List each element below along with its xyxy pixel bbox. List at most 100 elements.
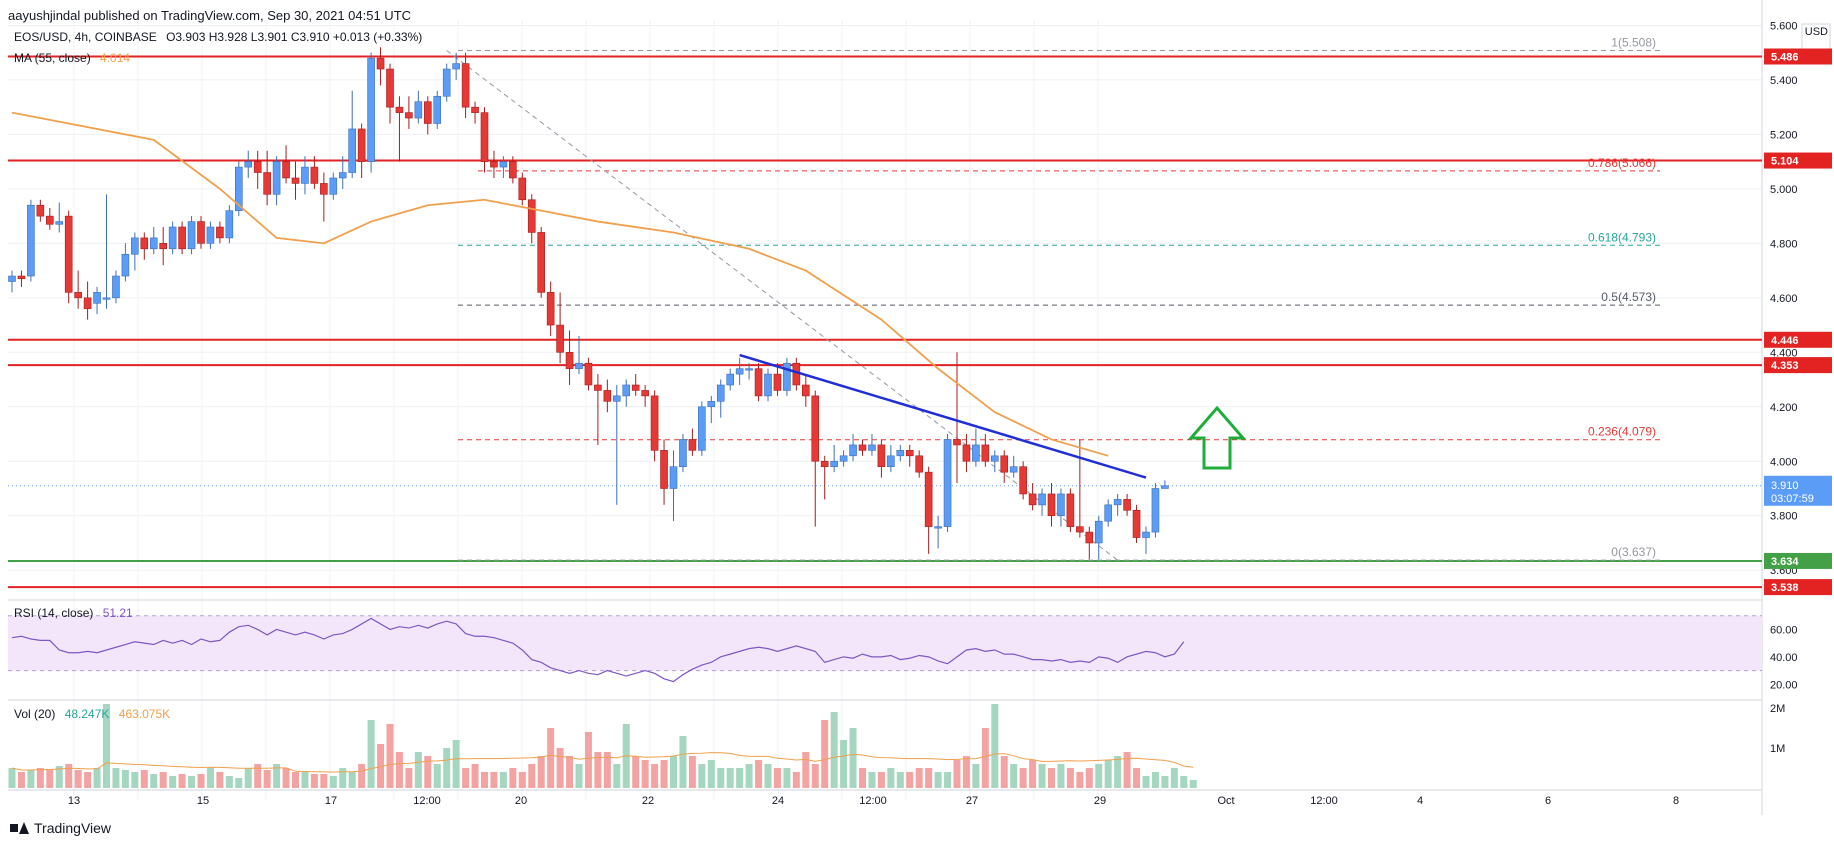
volume-bar (962, 756, 970, 788)
price-axis: USD5.6005.4005.2005.0004.8004.6004.4004.… (1764, 20, 1832, 596)
volume-bar (93, 768, 101, 788)
candle-body (754, 368, 763, 397)
volume-bar (414, 752, 422, 788)
vol-legend: Vol (20) 48.247K 463.075K (14, 707, 170, 721)
candle-body (1038, 493, 1046, 506)
time-tick: 15 (197, 795, 209, 807)
candle-body (1151, 488, 1160, 533)
time-axis: 13 15 17 12:00 20 22 24 12:00 27 29 Oct 12:00 4 6 8 (68, 795, 1679, 807)
volume-bar (367, 720, 375, 788)
volume-bar (386, 724, 394, 788)
volume-bar (1048, 768, 1055, 788)
tradingview-logo-icon (10, 822, 29, 834)
current-price-countdown: 03:07:59 (1771, 493, 1814, 505)
candle-body (943, 439, 952, 527)
volume-bar (1180, 776, 1188, 788)
time-tick: 20 (515, 795, 527, 807)
volume-bar (1104, 760, 1112, 788)
volume-bar (358, 764, 366, 788)
time-tick: 22 (642, 795, 654, 807)
candle-body (565, 352, 574, 369)
candle-body (594, 384, 602, 391)
time-tick: 24 (772, 795, 784, 807)
volume-bar (424, 756, 432, 788)
volume-bar (953, 760, 961, 788)
candle-body (131, 237, 139, 255)
candle-body (830, 460, 838, 468)
candle-body (868, 444, 876, 451)
volume-bar (906, 772, 914, 788)
rsi-tick: 40.00 (1770, 652, 1798, 664)
volume-bar (688, 756, 696, 788)
current-price-badge (1764, 475, 1832, 506)
volume-bar (244, 768, 252, 788)
volume-bar (915, 768, 923, 788)
candle-body (36, 204, 45, 217)
volume-bar (537, 756, 545, 788)
candle-body (348, 128, 357, 173)
volume-bar (1095, 764, 1103, 788)
volume-bar (868, 772, 876, 788)
volume-bar (225, 776, 233, 788)
volume-bar (443, 748, 451, 788)
candle-body (537, 232, 546, 293)
candle-body (556, 324, 564, 353)
volume-bar (981, 728, 989, 788)
publish-info: aayushjindal published on TradingView.co… (8, 8, 412, 23)
candle-body (395, 106, 404, 113)
tradingview-logo[interactable]: TradingView (10, 820, 111, 836)
candle-body (216, 226, 224, 239)
candle-body (981, 444, 990, 462)
candle-body (83, 297, 92, 310)
candle-body (159, 243, 167, 250)
price-badge-label: 5.486 (1771, 51, 1799, 63)
volume-bar (159, 772, 167, 788)
volume-bar (1114, 756, 1122, 788)
candle-body (641, 390, 649, 397)
candle-body (244, 161, 253, 168)
price-badge (1764, 48, 1832, 65)
candle-body (1076, 526, 1084, 533)
ohlc-values: O3.903 H3.928 L3.901 C3.910 +0.013 (+0.3… (166, 30, 423, 44)
rsi-pane: 60.00 40.00 20.00 (8, 615, 1798, 691)
volume-bar (1000, 756, 1008, 788)
candle-body (1094, 520, 1103, 544)
volume-bar (1151, 772, 1159, 788)
rsi-line (11, 617, 1185, 683)
candle-body (291, 177, 300, 184)
rsi-band (8, 615, 1762, 671)
volume-bar (575, 764, 583, 788)
candle-body (235, 166, 243, 211)
candle-body (480, 112, 489, 162)
candle-body (1066, 493, 1075, 527)
volume-bar (877, 772, 885, 788)
volume-bar (348, 772, 356, 788)
volume-bar (46, 770, 54, 788)
up-arrow-icon (1187, 405, 1247, 470)
time-tick: 12:00 (413, 795, 441, 807)
volume-bar (1029, 760, 1037, 788)
time-tick: 27 (966, 795, 978, 807)
candle-body (924, 471, 933, 527)
candle-body (45, 215, 54, 225)
volume-bar (547, 728, 555, 788)
candle-body (1085, 531, 1094, 544)
candle-body (858, 444, 867, 451)
price-tick: 5.400 (1770, 75, 1798, 87)
candle-body (584, 362, 593, 386)
volume-bar (188, 776, 196, 788)
volume-bar (783, 768, 791, 788)
volume-bar (584, 732, 592, 788)
candle-body (74, 292, 82, 299)
candle-body (1113, 499, 1122, 506)
rsi-label: RSI (14, close) (14, 606, 94, 620)
volume-bar (972, 764, 980, 788)
volume-bar (499, 772, 507, 788)
volume-bar (745, 764, 753, 788)
candle-body (320, 183, 328, 195)
volume-bar (339, 768, 347, 788)
volume-bar (1066, 768, 1074, 788)
candle-body (509, 161, 517, 179)
volume-bar (528, 764, 536, 788)
